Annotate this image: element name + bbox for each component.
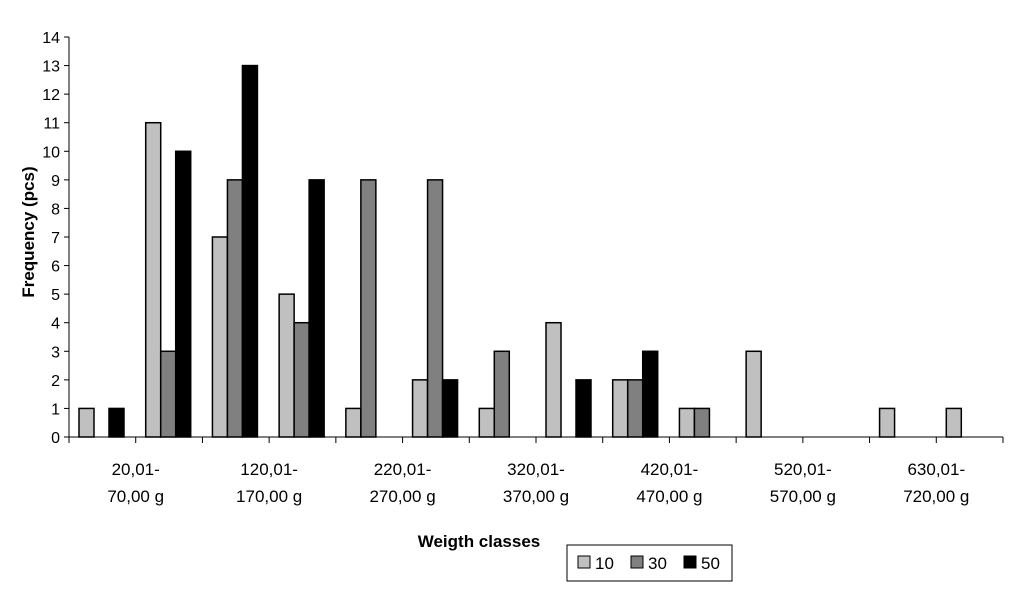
bar-series-50	[441, 379, 459, 438]
bar-series-30	[493, 350, 511, 438]
x-tick-label: 370,00 g	[503, 487, 569, 506]
legend-box	[566, 544, 733, 582]
y-tick-label: 7	[51, 230, 60, 247]
legend: 10 30 50	[566, 544, 733, 582]
bars	[78, 64, 963, 438]
y-tick-label: 9	[51, 173, 60, 190]
x-tick-label: 270,00 g	[369, 487, 435, 506]
y-tick-label: 13	[42, 59, 60, 76]
x-tick-label: 170,00 g	[236, 487, 302, 506]
y-tick-label: 10	[42, 144, 60, 161]
axes	[64, 36, 1004, 443]
legend-swatch-10	[577, 555, 591, 569]
bar-series-10	[678, 407, 696, 438]
x-tick-label: 630,01-	[907, 460, 965, 479]
x-tick-labels: 20,01- 70,00 g 120,01- 170,00 g 220,01- 270,0…	[107, 460, 969, 506]
legend-label-50: 50	[701, 554, 720, 573]
legend-label-10: 10	[595, 554, 614, 573]
bar-series-10	[745, 350, 762, 438]
bar-series-50	[108, 407, 125, 438]
bar-series-30	[293, 321, 310, 438]
bar-series-10	[878, 407, 896, 438]
bar-series-10	[78, 407, 95, 438]
x-tick-label: 720,00 g	[903, 487, 969, 506]
bar-series-10	[345, 407, 362, 438]
y-tick-label: 14	[42, 30, 60, 47]
y-axis-label: Frequency (pcs)	[19, 166, 38, 297]
x-tick-label: 570,00 g	[770, 487, 836, 506]
bar-series-30	[226, 179, 244, 438]
x-tick-label: 320,01-	[507, 460, 565, 479]
legend-swatch-50	[683, 555, 697, 569]
bar-series-10	[478, 407, 496, 438]
x-axis-label: Weigth classes	[418, 532, 541, 551]
bar-series-30	[360, 179, 377, 438]
bar-series-50	[575, 379, 592, 438]
legend-label-30: 30	[648, 554, 667, 573]
y-tick-label: 5	[51, 287, 60, 304]
x-tick-label: 120,01-	[240, 460, 298, 479]
y-tick-label: 0	[51, 430, 60, 447]
bar-series-10	[278, 293, 295, 438]
y-tick-label: 6	[51, 259, 60, 276]
bar-series-50	[241, 64, 259, 438]
x-tick-label: 470,00 g	[636, 487, 702, 506]
y-tick-label: 3	[51, 344, 60, 361]
legend-swatch-30	[630, 555, 644, 569]
y-tick-label: 12	[42, 87, 60, 104]
bar-series-30	[426, 179, 444, 438]
bar-series-10	[545, 321, 562, 438]
bar-series-50	[308, 179, 325, 438]
bar-series-10	[411, 379, 429, 438]
x-tick-label: 70,00 g	[107, 487, 164, 506]
y-tick-label: 8	[51, 201, 60, 218]
bar-series-30	[159, 350, 177, 438]
bar-series-50	[174, 150, 192, 438]
x-tick-label: 20,01-	[112, 460, 160, 479]
bar-series-50	[641, 350, 659, 438]
x-tick-label: 220,01-	[374, 460, 432, 479]
y-tick-label: 2	[51, 373, 60, 390]
bar-series-10	[611, 379, 629, 438]
bar-series-10	[144, 121, 162, 438]
bar-series-30	[693, 407, 711, 438]
y-tick-label: 4	[51, 316, 60, 333]
y-tick-label: 1	[51, 401, 60, 418]
bar-series-10	[945, 407, 963, 438]
y-tick-label: 11	[43, 116, 60, 133]
bar-series-10	[211, 236, 229, 438]
x-tick-label: 520,01-	[774, 460, 832, 479]
x-tick-label: 420,01-	[641, 460, 699, 479]
bar-series-30	[626, 379, 644, 438]
